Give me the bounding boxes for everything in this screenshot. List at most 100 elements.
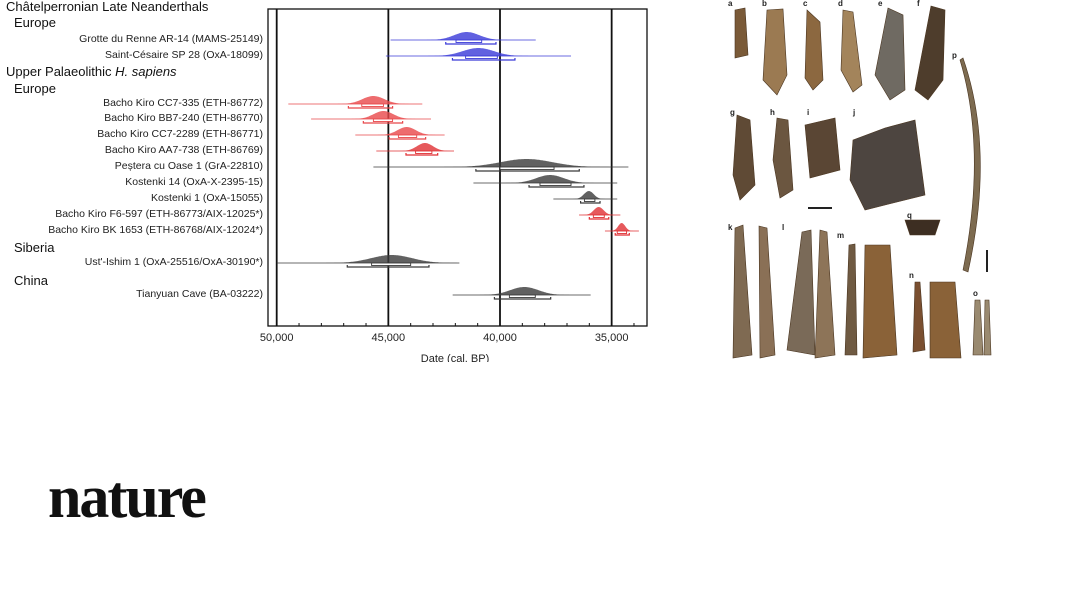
hpd95-bracket — [388, 137, 427, 140]
panel-label: h — [770, 108, 775, 117]
probability-distribution — [276, 255, 460, 263]
group-heading: Europe — [14, 81, 56, 96]
hpd95-bracket — [445, 42, 497, 45]
radiocarbon-date-chart: 50,000 45,000 40,000 35,000 Date (cal. BP) C… — [0, 0, 660, 362]
panel-label: d — [838, 0, 843, 8]
group-heading-italic: H. sapiens — [115, 64, 177, 79]
x-tick-label: 50,000 — [260, 332, 294, 344]
probability-distribution — [376, 143, 454, 151]
panel-label: a — [728, 0, 733, 8]
hpd95-bracket — [451, 58, 516, 61]
specimen-k1 — [732, 224, 753, 359]
hpd68-box — [499, 166, 555, 170]
probability-distribution — [553, 191, 618, 199]
panel-label: g — [730, 108, 735, 117]
probability-distribution — [288, 96, 423, 104]
hpd68-box — [583, 198, 596, 202]
probability-distribution — [579, 207, 621, 215]
panel-label: n — [909, 271, 914, 280]
panel-label: l — [782, 223, 784, 232]
probability-distribution — [452, 287, 591, 295]
specimen-l1 — [786, 229, 816, 356]
sample-label: Ust'-Ishim 1 (OxA-25516/OxA-30190*) — [84, 256, 263, 268]
sample-label: Bacho Kiro BK 1653 (ETH-86768/AIX-12024*… — [48, 224, 263, 236]
panel-label: o — [973, 289, 978, 298]
panel-label: q — [907, 211, 912, 220]
panel-label: m — [837, 231, 844, 240]
sample-label: Bacho Kiro CC7-335 (ETH-86772) — [103, 97, 263, 109]
probability-distribution — [390, 32, 536, 40]
probability-distribution — [355, 127, 445, 135]
specimen-g — [732, 114, 756, 201]
sample-label: Bacho Kiro CC7-2289 (ETH-86771) — [97, 128, 263, 140]
group-heading-text: Upper Palaeolithic — [6, 64, 116, 79]
specimen-n1 — [912, 281, 926, 353]
panel-label: f — [917, 0, 920, 8]
specimen-o — [972, 299, 992, 356]
specimen-e — [874, 7, 906, 101]
hpd68-box — [539, 182, 572, 186]
hpd95-bracket — [614, 233, 630, 236]
panel-label: e — [878, 0, 883, 8]
x-axis-label: Date (cal. BP) — [421, 353, 489, 362]
sample-label: Peștera cu Oase 1 (GrA-22810) — [114, 160, 263, 172]
x-tick-label: 35,000 — [595, 332, 629, 344]
probability-distribution — [473, 175, 618, 183]
hpd95-bracket — [493, 297, 552, 300]
chart-plot-area: 50,000 45,000 40,000 35,000 Date (cal. BP) — [260, 8, 648, 362]
probability-distribution — [385, 48, 571, 56]
hpd95-bracket — [475, 169, 580, 172]
x-tick-label: 45,000 — [372, 332, 406, 344]
fossil-specimens-image: a b c d e f g h i j k l m n o p q — [728, 0, 992, 359]
sample-label: Grotte du Renne AR-14 (MAMS-25149) — [79, 33, 263, 45]
sample-label: Tianyuan Cave (BA-03222) — [136, 288, 263, 300]
fossil-specimens-photo: a b c d e f g h i j k l m n o p q — [725, 0, 1000, 362]
group-heading: Upper Palaeolithic H. sapiens — [6, 65, 177, 79]
sample-label: Kostenki 14 (OxA-X-2395-15) — [125, 176, 263, 188]
hpd95-bracket — [588, 217, 610, 220]
hpd68-box — [361, 103, 384, 107]
specimen-m1 — [844, 243, 858, 356]
panel-label: j — [852, 108, 855, 117]
panel-label: b — [762, 0, 767, 8]
hpd68-box — [372, 118, 394, 122]
specimen-l2 — [814, 229, 836, 359]
specimen-m2 — [862, 244, 898, 359]
group-heading: China — [14, 273, 48, 288]
panel-label: c — [803, 0, 808, 8]
group-heading: Siberia — [14, 240, 55, 255]
hpd95-bracket — [405, 153, 439, 156]
sample-label: Saint-Césaire SP 28 (OxA-18099) — [105, 49, 263, 61]
specimen-i — [804, 117, 841, 179]
sample-label: Bacho Kiro BB7-240 (ETH-86770) — [104, 112, 263, 124]
hpd68-box — [455, 39, 483, 43]
hpd95-bracket — [528, 185, 585, 188]
specimen-p — [959, 57, 981, 273]
sample-label: Bacho Kiro AA7-738 (ETH-86769) — [104, 144, 263, 156]
specimen-j — [849, 119, 926, 211]
hpd68-box — [371, 262, 412, 266]
probability-distribution — [605, 223, 639, 231]
hpd95-bracket — [580, 201, 601, 204]
panel-label: k — [728, 223, 733, 232]
hpd68-box — [415, 150, 433, 154]
group-heading: Europe — [14, 15, 56, 30]
nature-logo: nature — [48, 464, 207, 530]
hpd95-bracket — [362, 121, 404, 124]
hpd95-bracket — [347, 106, 394, 109]
specimen-d — [840, 9, 863, 93]
specimen-b — [762, 8, 788, 96]
sample-label: Kostenki 1 (OxA-15055) — [150, 192, 263, 204]
specimen-n2 — [929, 281, 962, 359]
sample-label: Bacho Kiro F6-597 (ETH-86773/AIX-12025*) — [55, 208, 263, 220]
group-heading: Châtelperronian Late Neanderthals — [6, 0, 209, 14]
plot-frame — [267, 8, 648, 327]
hpd68-box — [397, 134, 418, 138]
probability-distribution — [311, 111, 431, 119]
hpd68-box — [465, 55, 498, 59]
specimen-a — [734, 7, 749, 59]
x-tick-label: 40,000 — [483, 332, 517, 344]
specimen-f — [914, 5, 946, 101]
hpd68-box — [508, 294, 536, 298]
specimen-q — [904, 219, 941, 236]
